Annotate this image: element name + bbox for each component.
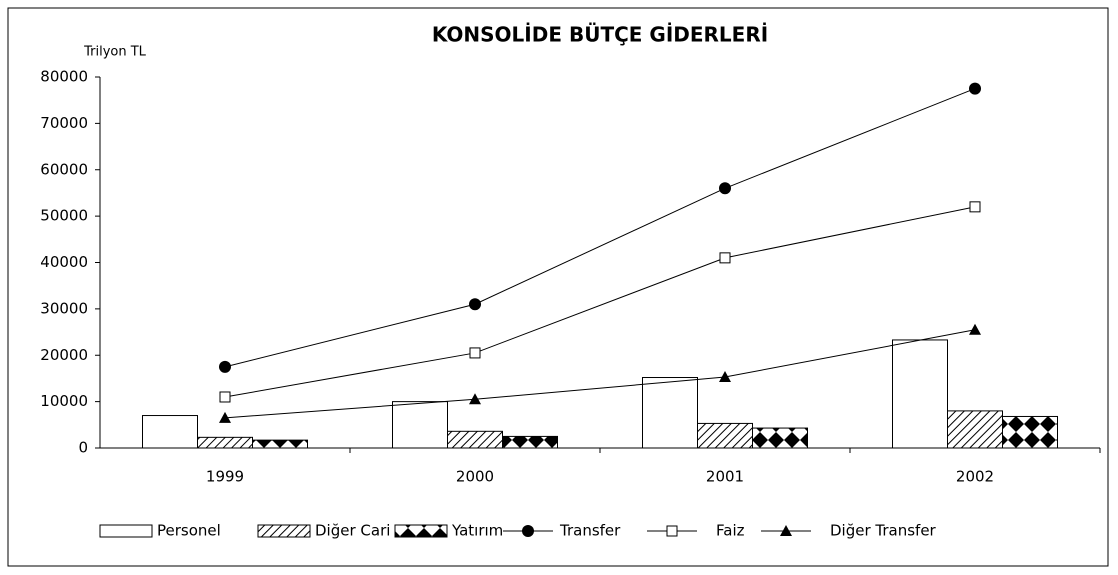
bar: [642, 377, 698, 449]
bar: [447, 430, 503, 449]
marker: [719, 182, 731, 195]
legend-swatch: [99, 524, 153, 538]
y-tick-label: 10000: [40, 392, 88, 410]
marker: [666, 525, 678, 537]
marker: [469, 393, 481, 405]
marker: [969, 82, 981, 95]
y-tick-label: 20000: [40, 346, 88, 364]
bar: [142, 415, 198, 449]
x-tick-label: 2002: [956, 468, 994, 486]
marker: [969, 323, 981, 335]
marker: [719, 371, 731, 383]
y-tick-label: 60000: [40, 160, 88, 178]
bar: [1002, 415, 1058, 449]
bar: [392, 401, 448, 449]
marker: [780, 525, 792, 536]
legend-label: Yatırım: [451, 522, 503, 540]
marker: [219, 411, 231, 423]
y-tick-label: 30000: [40, 299, 88, 317]
marker: [219, 360, 231, 373]
y-tick-label: 50000: [40, 207, 88, 225]
bar: [252, 439, 308, 449]
legend-label: Faiz: [716, 522, 745, 540]
line: [224, 329, 976, 419]
bar: [947, 410, 1003, 449]
marker: [469, 347, 481, 359]
marker: [522, 525, 534, 537]
marker: [469, 298, 481, 311]
x-tick-label: 2001: [706, 468, 744, 486]
marker: [219, 391, 231, 403]
y-tick-label: 70000: [40, 114, 88, 132]
bar: [752, 427, 808, 449]
marker: [719, 252, 731, 264]
x-tick-label: 2000: [456, 468, 494, 486]
bar: [197, 436, 253, 449]
legend-label: Diğer Transfer: [830, 522, 937, 540]
chart-title: KONSOLİDE BÜTÇE GİDERLERİ: [432, 23, 768, 47]
marker: [969, 201, 981, 213]
chart-border: [7, 7, 1109, 567]
bar: [892, 339, 948, 449]
y-axis-label: Trilyon TL: [83, 45, 147, 60]
legend-swatch: [394, 524, 448, 538]
y-tick-label: 80000: [40, 68, 88, 86]
legend-label: Transfer: [559, 522, 621, 540]
x-tick-label: 1999: [206, 468, 244, 486]
line: [224, 88, 976, 368]
legend-label: Personel: [157, 522, 221, 540]
bar: [502, 435, 558, 449]
bar: [697, 422, 753, 449]
y-tick-label: 40000: [40, 253, 88, 271]
legend-swatch: [257, 524, 311, 538]
line: [224, 206, 976, 398]
legend-label: Diğer Cari: [315, 522, 390, 540]
y-tick-label: 0: [78, 439, 88, 457]
